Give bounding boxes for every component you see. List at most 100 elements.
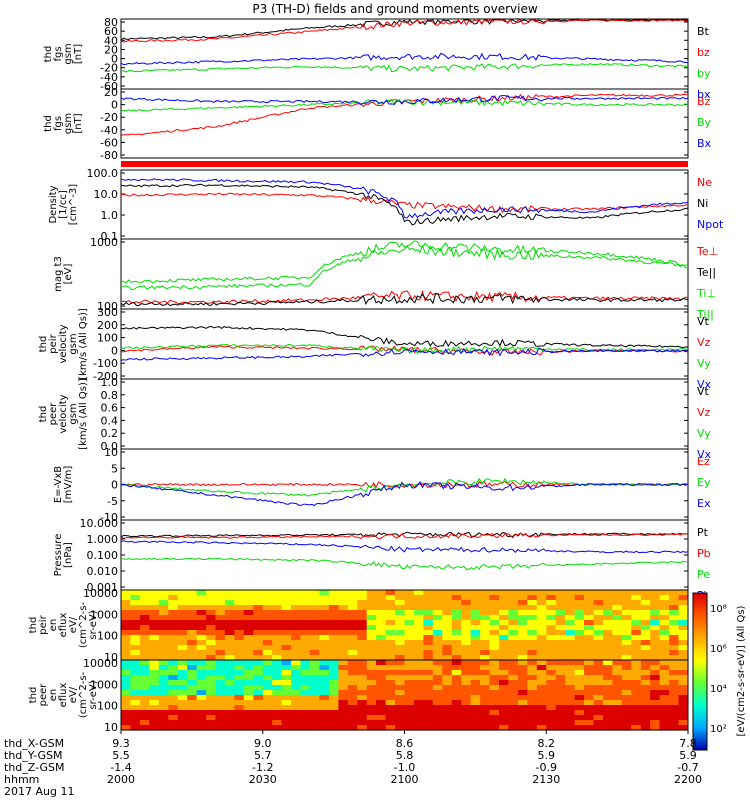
spectrogram-cell	[385, 690, 396, 696]
spectrogram-cell	[376, 710, 387, 716]
spectrogram-cell	[177, 600, 188, 606]
spectrogram-cell	[130, 650, 141, 656]
spectrogram-cell	[215, 680, 226, 686]
spectrogram-cell	[300, 630, 311, 636]
spectrogram-cell	[196, 675, 207, 681]
spectrogram-cell	[366, 725, 377, 731]
y-tick-label: 0.6	[101, 402, 119, 415]
spectrogram-cell	[489, 710, 500, 716]
spectrogram-cell	[574, 675, 585, 681]
spectrogram-cell	[678, 590, 689, 596]
spectrogram-cell	[395, 600, 405, 606]
spectrogram-cell	[187, 590, 198, 596]
spectrogram-cell	[206, 680, 217, 686]
spectrogram-cell	[338, 635, 349, 641]
spectrogram-cell	[423, 705, 434, 711]
spectrogram-cell	[149, 680, 160, 686]
spectrogram-cell	[508, 650, 519, 656]
spectrogram-cell	[395, 605, 405, 611]
spectrogram-cell	[404, 725, 415, 731]
spectrogram-cell	[546, 640, 557, 646]
spectrogram-cell	[480, 700, 491, 706]
spectrogram-cell	[659, 615, 670, 621]
spectrogram-cell	[470, 690, 481, 696]
y-tick-label: 100	[97, 700, 118, 713]
spectrogram-cell	[499, 600, 509, 606]
spectrogram-cell	[470, 655, 481, 661]
spectrogram-cell	[593, 665, 604, 671]
spectrogram-cell	[432, 625, 443, 631]
spectrogram-cell	[442, 590, 453, 596]
spectrogram-cell	[328, 690, 339, 696]
spectrogram-cell	[451, 690, 462, 696]
spectrogram-cell	[555, 700, 566, 706]
spectrogram-cell	[527, 595, 538, 601]
spectrogram-cell	[281, 685, 292, 691]
spectrogram-cell	[291, 620, 302, 626]
spectrogram-cell	[206, 635, 217, 641]
spectrogram-cell	[291, 635, 302, 641]
spectrogram-cell	[555, 605, 566, 611]
spectrogram-cell	[470, 630, 481, 636]
spectrogram-cell	[489, 655, 500, 661]
spectrogram-cell	[461, 715, 472, 721]
spectrogram-cell	[121, 655, 131, 661]
spectrogram-cell	[593, 650, 604, 656]
spectrogram-cell	[262, 600, 273, 606]
spectrogram-cell	[612, 700, 623, 706]
spectrogram-cell	[565, 705, 576, 711]
spectrogram-cell	[631, 700, 642, 706]
spectrogram-cell	[177, 625, 188, 631]
spectrogram-cell	[659, 660, 670, 666]
spectrogram-cell	[234, 685, 245, 691]
spectrogram-cell	[555, 630, 566, 636]
spectrogram-cell	[253, 720, 264, 726]
spectrogram-cell	[243, 600, 254, 606]
series-line-Ex	[120, 481, 689, 506]
spectrogram-cell	[508, 610, 519, 616]
spectrogram-cell	[413, 720, 424, 726]
spectrogram-cell	[338, 675, 349, 681]
spectrogram-cell	[423, 665, 434, 671]
spectrogram-cell	[243, 665, 254, 671]
spectrogram-cell	[149, 695, 160, 701]
series-line-Vy	[120, 343, 689, 355]
spectrogram-cell	[517, 630, 528, 636]
spectrogram-cell	[489, 595, 500, 601]
spectrogram-cell	[678, 690, 689, 696]
spectrogram-cell	[565, 610, 576, 616]
legend-By: By	[697, 116, 712, 129]
spectrogram-cell	[432, 635, 443, 641]
spectrogram-cell	[310, 685, 320, 691]
spectrogram-cell	[461, 620, 472, 626]
spectrogram-cell	[659, 725, 670, 731]
spectrogram-cell	[593, 670, 604, 676]
spectrogram-cell	[215, 670, 226, 676]
spectrogram-cell	[121, 680, 131, 686]
spectrogram-cell	[338, 680, 349, 686]
spectrogram-cell	[187, 625, 198, 631]
footer-value: -1.0	[394, 761, 415, 774]
spectrogram-cell	[565, 640, 576, 646]
spectrogram-cell	[338, 725, 349, 731]
spectrogram-cell	[461, 605, 472, 611]
spectrogram-cell	[328, 590, 339, 596]
spectrogram-cell	[659, 675, 670, 681]
spectrogram-cell	[395, 640, 405, 646]
y-tick-label: 0.8	[101, 389, 119, 402]
spectrogram-cell	[395, 620, 405, 626]
spectrogram-cell	[121, 685, 131, 691]
spectrogram-cell	[603, 725, 613, 731]
spectrogram-cell	[404, 700, 415, 706]
spectrogram-cell	[357, 685, 368, 691]
spectrogram-cell	[536, 655, 547, 661]
spectrogram-cell	[347, 680, 358, 686]
spectrogram-cell	[291, 715, 302, 721]
y-tick-label: 1000	[90, 608, 118, 621]
spectrogram-cell	[404, 665, 415, 671]
spectrogram-cell	[357, 675, 368, 681]
spectrogram-cell	[130, 690, 141, 696]
y-tick-label: -20	[100, 62, 118, 75]
spectrogram-cell	[640, 720, 651, 726]
spectrogram-cell	[395, 665, 405, 671]
